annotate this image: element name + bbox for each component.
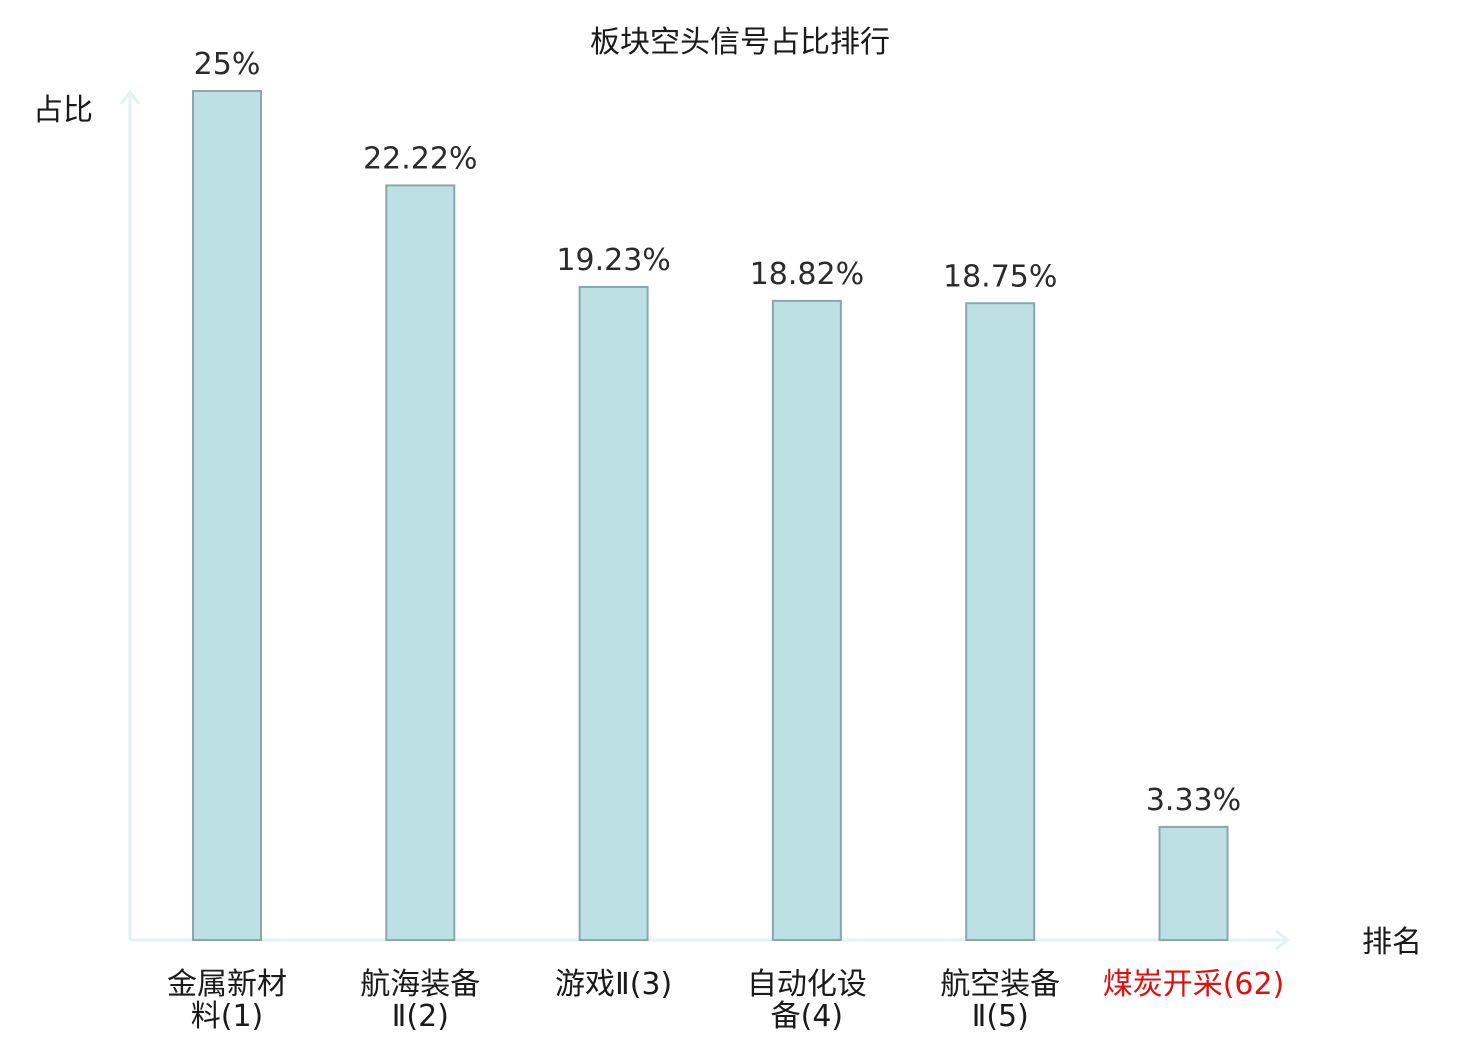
category-label-line: 自动化设 bbox=[747, 967, 867, 1002]
data-label: 22.22% bbox=[363, 141, 477, 176]
category-label: 煤炭开采(62) bbox=[1103, 967, 1285, 1002]
data-label: 25% bbox=[194, 47, 261, 82]
data-label: 19.23% bbox=[556, 243, 670, 278]
bar bbox=[771, 299, 842, 941]
data-label: 18.82% bbox=[750, 257, 864, 292]
data-label: 18.75% bbox=[943, 259, 1057, 294]
category-label-line: 航空装备 bbox=[940, 967, 1060, 1002]
category-label-line: 金属新材 bbox=[167, 967, 287, 1002]
y-axis-arrow bbox=[119, 89, 141, 105]
data-label: 3.33% bbox=[1146, 783, 1241, 818]
category-label-line: 航海装备 bbox=[360, 967, 480, 1002]
category-label-line: 料(1) bbox=[191, 999, 264, 1034]
category-label: 金属新材料(1) bbox=[167, 967, 287, 1034]
y-axis-label: 占比 bbox=[33, 93, 93, 128]
x-axis-label: 排名 bbox=[1362, 925, 1422, 960]
category-label: 自动化设备(4) bbox=[747, 967, 867, 1034]
category-label-line: Ⅱ(5) bbox=[972, 999, 1029, 1034]
category-label: 航空装备 Ⅱ(5) bbox=[940, 967, 1060, 1034]
chart-title: 板块空头信号占比排行 bbox=[590, 25, 890, 60]
x-axis-arrow bbox=[1275, 929, 1291, 951]
bar bbox=[965, 302, 1036, 941]
category-label: 航海装备 Ⅱ(2) bbox=[360, 967, 480, 1034]
bar bbox=[192, 90, 262, 941]
bar bbox=[578, 285, 649, 941]
bar bbox=[385, 184, 456, 941]
bars-group: 25% 金属新材料(1) 22.22% 航海装备 Ⅱ(2) 19.23% 游戏Ⅱ(3) 18.… bbox=[167, 47, 1284, 1034]
category-label-line: 煤炭开采(62) bbox=[1103, 967, 1285, 1002]
category-label-line: 备(4) bbox=[771, 999, 844, 1034]
category-label-line: 游戏Ⅱ(3) bbox=[555, 967, 672, 1002]
category-label-line: Ⅱ(2) bbox=[392, 999, 449, 1034]
category-label: 游戏Ⅱ(3) bbox=[555, 967, 672, 1002]
bar bbox=[1158, 825, 1229, 942]
